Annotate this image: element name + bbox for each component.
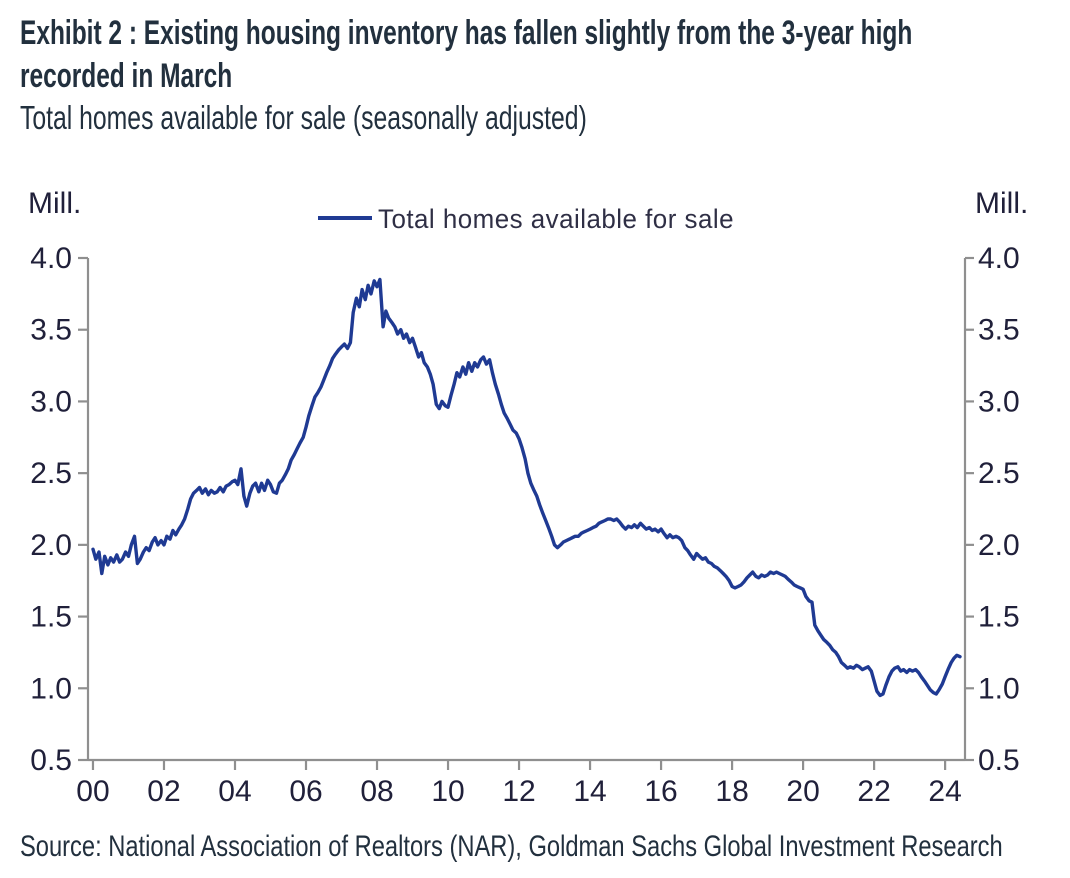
x-axis-label: 08 — [360, 775, 393, 808]
y-axis-label-right: 4.0 — [978, 242, 1020, 275]
chart-line-total-homes-available-for-sale — [91, 277, 962, 698]
y-axis-label-left: 0.5 — [30, 744, 72, 777]
unit-label-right: Mill. — [975, 187, 1028, 220]
y-axis-label-right: 3.0 — [978, 385, 1020, 418]
x-axis-label: 06 — [289, 775, 322, 808]
chart-subtitle: Total homes available for sale (seasonal… — [20, 99, 587, 136]
exhibit-title: Exhibit 2 : Existing housing inventory h… — [20, 12, 1070, 98]
x-axis-label: 10 — [431, 775, 464, 808]
x-axis-label: 14 — [573, 775, 606, 808]
y-axis-label-left: 3.5 — [30, 314, 72, 347]
y-axis-label-left: 1.5 — [30, 601, 72, 634]
y-axis-label-right: 2.0 — [978, 529, 1020, 562]
y-axis-label-left: 4.0 — [30, 242, 72, 275]
y-axis-label-left: 2.5 — [30, 457, 72, 490]
x-axis-label: 16 — [644, 775, 677, 808]
x-axis-label: 20 — [786, 775, 819, 808]
y-axis-label-left: 3.0 — [30, 385, 72, 418]
x-axis-label: 24 — [928, 775, 961, 808]
y-axis-label-right: 1.0 — [978, 672, 1020, 705]
x-axis-label: 12 — [502, 775, 535, 808]
x-axis-label: 04 — [218, 775, 251, 808]
y-axis-label-left: 2.0 — [30, 529, 72, 562]
exhibit-title-line1: Exhibit 2 : Existing housing inventory h… — [20, 14, 913, 52]
y-axis-label-right: 3.5 — [978, 314, 1020, 347]
y-axis-label-right: 2.5 — [978, 457, 1020, 490]
y-axis-label-right: 1.5 — [978, 601, 1020, 634]
x-axis-label: 18 — [715, 775, 748, 808]
x-axis-label: 22 — [857, 775, 890, 808]
legend-label: Total homes available for sale — [378, 204, 734, 234]
x-axis-label: 02 — [147, 775, 180, 808]
y-axis-label-left: 1.0 — [30, 672, 72, 705]
exhibit-title-line2: recorded in March — [20, 57, 233, 95]
y-axis-label-right: 0.5 — [978, 744, 1020, 777]
source-note: Source: National Association of Realtors… — [20, 830, 1003, 863]
unit-label-left: Mill. — [28, 187, 81, 220]
x-axis-label: 00 — [76, 775, 109, 808]
